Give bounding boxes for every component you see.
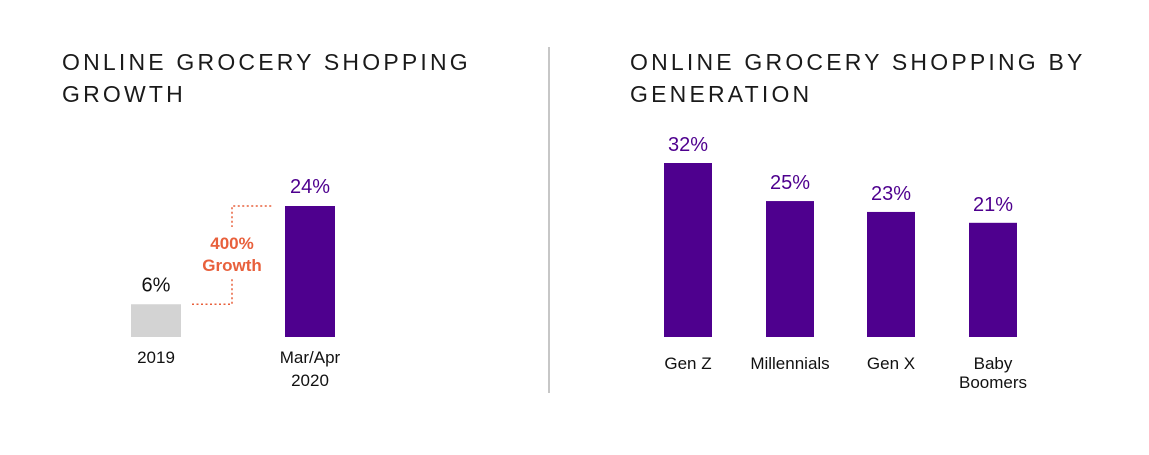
value-label-1: 24%: [290, 176, 330, 198]
generation-value-label-3: 21%: [973, 194, 1013, 216]
generation-category-label-1: Millennials: [750, 354, 829, 373]
growth-connector-line: [192, 205, 272, 305]
growth-chart-svg: 6% 2019 24% Mar/Apr 2020 400% Growth: [131, 176, 341, 390]
generation-bar-3: [969, 222, 1017, 337]
category-label-0: 2019: [137, 348, 175, 367]
annotation-backing: [196, 227, 270, 277]
value-label-0: 6%: [142, 274, 171, 296]
category-label-1: Mar/Apr 2020: [280, 348, 341, 390]
generation-value-label-2: 23%: [871, 183, 911, 205]
generation-category-label-0: Gen Z: [664, 354, 711, 373]
generation-chart-svg: 32% Gen Z 25% Millennials 23% Gen X 21% Baby Boo…: [664, 134, 1027, 392]
growth-annotation: 400% Growth: [202, 234, 262, 275]
generation-bar-2: [867, 211, 915, 337]
growth-chart-panel: ONLINE GROCERY SHOPPING GROWTH 6% 2019 24%…: [0, 0, 548, 455]
growth-chart-title: ONLINE GROCERY SHOPPING GROWTH: [62, 49, 471, 107]
bar-0: [131, 304, 181, 337]
generation-category-label-2: Gen X: [867, 354, 915, 373]
generation-value-label-0: 32%: [668, 134, 708, 156]
generation-value-label-1: 25%: [770, 172, 810, 194]
generation-chart-panel: ONLINE GROCERY SHOPPING BY GENERATION 32…: [550, 0, 1149, 455]
generation-chart-title: ONLINE GROCERY SHOPPING BY GENERATION: [630, 49, 1086, 107]
panel-divider: [548, 47, 550, 393]
generation-bar-0: [664, 163, 712, 337]
generation-bar-1: [766, 201, 814, 337]
bar-1: [285, 206, 335, 337]
generation-category-label-3: Baby Boomers: [959, 354, 1027, 392]
